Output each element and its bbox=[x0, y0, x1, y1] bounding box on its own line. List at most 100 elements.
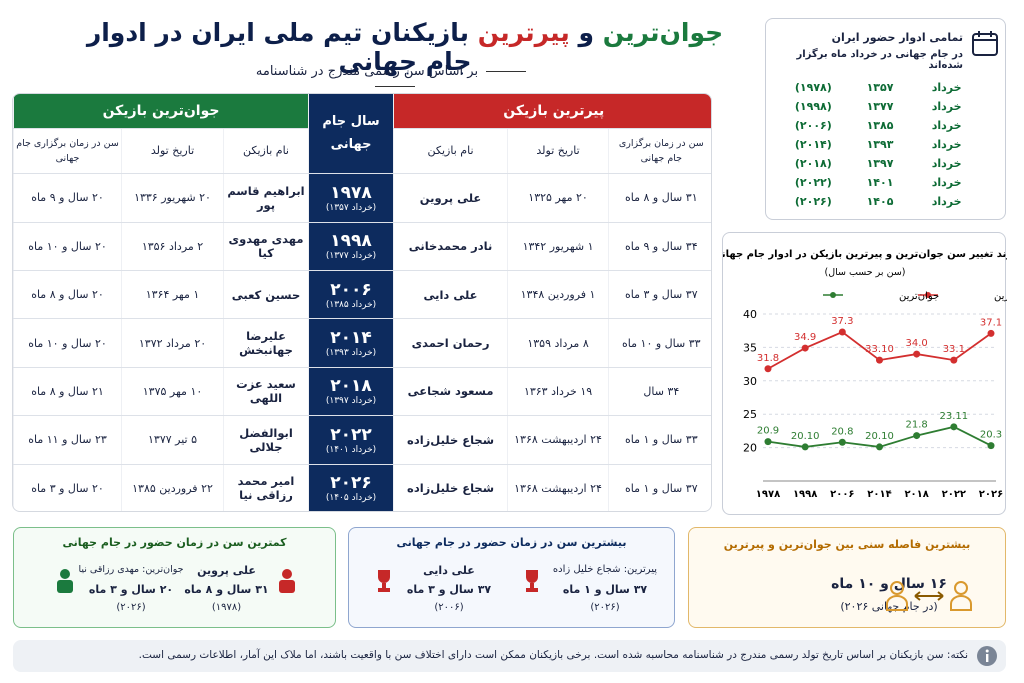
point bbox=[876, 356, 883, 364]
x-tick-label: ۱۹۷۸ bbox=[756, 489, 780, 500]
min-age-name: جوان‌ترین: مهدی رزاقی نیا bbox=[78, 564, 184, 575]
value-label: 37.1 bbox=[980, 317, 1002, 328]
old-name: نادر محمدخانی bbox=[393, 222, 508, 271]
calendar-box: تمامی ادوار حضور ایران در جام جهانی در خ… bbox=[765, 18, 1006, 220]
info-icon bbox=[977, 646, 997, 666]
legend-marker bbox=[925, 292, 931, 298]
young-age: ۲۰ سال و ۳ ماه bbox=[13, 464, 122, 511]
old-name: مسعود شجاعی bbox=[393, 367, 508, 417]
young-age: ۲۱ سال و ۸ ماه bbox=[13, 367, 122, 417]
value-label: 20.9 bbox=[757, 426, 779, 437]
calendar-row: خرداد ۱۳۷۷ (۱۹۹۸) bbox=[780, 100, 980, 113]
old-birth: ۸ مرداد ۱۳۵۹ bbox=[507, 318, 609, 368]
y-tick-label: 40 bbox=[743, 308, 757, 321]
year-cell: ۲۰۱۴ (خرداد ۱۳۹۳) bbox=[308, 318, 394, 368]
year-cell: ۱۹۷۸ (خرداد ۱۳۵۷) bbox=[308, 173, 394, 223]
year-shamsi: (خرداد ۱۳۸۵) bbox=[325, 299, 377, 310]
max-age-year: (۲۰۰۶) bbox=[434, 602, 464, 613]
old-age: ۳۷ سال و ۳ ماه bbox=[608, 270, 711, 320]
year: ۱۹۹۸ bbox=[330, 231, 372, 252]
point bbox=[987, 442, 995, 450]
year: ۱۹۷۸ bbox=[330, 182, 372, 203]
calendar-icon bbox=[972, 31, 998, 56]
point bbox=[801, 443, 809, 451]
year-shamsi: (خرداد ۱۳۷۷) bbox=[325, 251, 377, 262]
calendar-cell: (۱۹۹۸) bbox=[794, 100, 832, 113]
subtitle-text: بر اساس سن رسمی مندرج در شناسنامه bbox=[255, 64, 479, 79]
max-age-name: پیرترین: شجاع خلیل زاده bbox=[552, 564, 658, 575]
old-name: علی پروین bbox=[393, 173, 508, 223]
table-row: ۳۱ سال و ۸ ماه ۲۰ مهر ۱۳۲۵ علی پروین ۱۹۷۸ (خ… bbox=[13, 173, 711, 223]
value-label: 20.10 bbox=[865, 431, 894, 442]
calendar-cell: ۱۴۰۵ bbox=[866, 195, 894, 208]
table-row: ۳۴ سال ۱۹ خرداد ۱۳۶۳ مسعود شجاعی ۲۰۱۸ (خرداد… bbox=[13, 367, 711, 417]
trophy-icon bbox=[378, 570, 390, 592]
title-old: پیرترین bbox=[477, 18, 570, 47]
table-row: ۳۴ سال و ۹ ماه ۱ شهریور ۱۳۴۲ نادر محمدخانی… bbox=[13, 222, 711, 271]
calendar-row: خرداد ۱۴۰۵ (۲۰۲۶) bbox=[780, 195, 980, 208]
point bbox=[801, 344, 809, 352]
young-birth: ۲۰ مرداد ۱۳۷۲ bbox=[121, 318, 224, 368]
point bbox=[764, 438, 772, 446]
young-name: ابراهیم قاسم پور bbox=[223, 173, 309, 223]
young-birth: ۲۲ فروردین ۱۳۸۵ bbox=[121, 464, 224, 511]
column-header: سن در زمان برگزاری جام جهانی bbox=[13, 128, 122, 175]
young-name: علیرضا جهانبخش bbox=[223, 318, 309, 368]
year: ۲۰۰۶ bbox=[330, 279, 372, 300]
trophy-icon bbox=[526, 570, 538, 592]
young-name: مهدی مهدوی کیا bbox=[223, 222, 309, 271]
max-age-box: بیشترین سن در زمان حضور در جام جهانی پیر… bbox=[348, 527, 675, 628]
old-birth: ۲۴ اردیبهشت ۱۳۶۸ bbox=[507, 415, 609, 465]
value-label: 20.3 bbox=[980, 430, 1002, 441]
x-tick-label: ۲۰۱۴ bbox=[867, 489, 891, 500]
calendar-cell: ۱۴۰۱ bbox=[866, 176, 894, 189]
calendar-cell: خرداد bbox=[931, 195, 962, 208]
chart: روند تغییر سن جوان‌ترین و پیرترین بازیکن… bbox=[712, 249, 1024, 500]
young-header: جوان‌ترین بازیکن bbox=[13, 94, 309, 129]
chart-title: روند تغییر سن جوان‌ترین و پیرترین بازیکن… bbox=[723, 249, 1007, 260]
table: پیرترین بازیکن سال جام جهانی جوان‌ترین باز… bbox=[13, 94, 711, 511]
old-name: شجاع خلیل‌زاده bbox=[393, 415, 508, 465]
year-cell: ۲۰۲۲ (خرداد ۱۴۰۱) bbox=[308, 415, 394, 465]
column-header: تاریخ تولد bbox=[507, 128, 609, 175]
young-birth: ۱۰ مهر ۱۳۷۵ bbox=[121, 367, 224, 417]
calendar-cell: (۲۰۱۸) bbox=[794, 157, 832, 170]
max-gap-box: بیشترین فاصله سنی بین جوان‌ترین و پیرتری… bbox=[688, 527, 1006, 628]
calendar-cell: (۱۹۷۸) bbox=[794, 81, 832, 94]
year: ۲۰۱۸ bbox=[330, 376, 372, 397]
calendar-cell: (۲۰۲۲) bbox=[794, 176, 832, 189]
value-label: 20.8 bbox=[831, 426, 853, 437]
column-header: نام بازیکن bbox=[223, 128, 309, 175]
point bbox=[987, 329, 995, 337]
calendar-cell: (۲۰۰۶) bbox=[794, 119, 832, 132]
calendar-row: خرداد ۱۳۵۷ (۱۹۷۸) bbox=[780, 81, 980, 94]
young-birth: ۱ مهر ۱۳۶۴ bbox=[121, 270, 224, 320]
max-age-value: ۳۷ سال و ۱ ماه bbox=[562, 583, 648, 596]
old-header: پیرترین بازیکن bbox=[393, 94, 711, 129]
calendar-row: خرداد ۱۴۰۱ (۲۰۲۲) bbox=[780, 176, 980, 189]
x-tick-label: ۲۰۰۶ bbox=[830, 489, 854, 500]
y-tick-label: 20 bbox=[743, 442, 757, 455]
y-tick-label: 35 bbox=[743, 341, 757, 354]
year: ۲۰۲۶ bbox=[330, 473, 372, 494]
old-birth: ۲۴ اردیبهشت ۱۳۶۸ bbox=[507, 464, 609, 511]
old-birth: ۱ شهریور ۱۳۴۲ bbox=[507, 222, 609, 271]
value-label: 37.3 bbox=[831, 316, 853, 327]
point bbox=[913, 350, 921, 358]
point bbox=[838, 328, 846, 336]
chart-box: روند تغییر سن جوان‌ترین و پیرترین بازیکن… bbox=[712, 232, 1024, 515]
point bbox=[950, 356, 958, 364]
young-name: سعید عزت اللهی bbox=[223, 367, 309, 417]
max-gap-title: بیشترین فاصله سنی بین جوان‌ترین و پیرتری… bbox=[723, 538, 971, 551]
table-box: پیرترین بازیکن سال جام جهانی جوان‌ترین باز… bbox=[12, 93, 712, 512]
subheader-row: سن در زمان برگزاری جام جهانی تاریخ تولد نا… bbox=[13, 128, 711, 175]
old-age: ۳۷ سال و ۱ ماه bbox=[608, 464, 711, 511]
old-age: ۳۳ سال و ۱ ماه bbox=[608, 415, 711, 465]
year-cell: ۲۰۰۶ (خرداد ۱۳۸۵) bbox=[308, 270, 394, 320]
old-name: شجاع خلیل‌زاده bbox=[393, 464, 508, 511]
year: ۲۰۲۲ bbox=[330, 424, 372, 445]
table-row: ۳۷ سال و ۱ ماه ۲۴ اردیبهشت ۱۳۶۸ شجاع خلیل‌… bbox=[13, 464, 711, 511]
table-row: ۳۳ سال و ۱ ماه ۲۴ اردیبهشت ۱۳۶۸ شجاع خلیل‌… bbox=[13, 415, 711, 465]
young-name: ابوالفضل جلالی bbox=[223, 415, 309, 465]
max-age-value: ۳۷ سال و ۳ ماه bbox=[406, 583, 492, 596]
